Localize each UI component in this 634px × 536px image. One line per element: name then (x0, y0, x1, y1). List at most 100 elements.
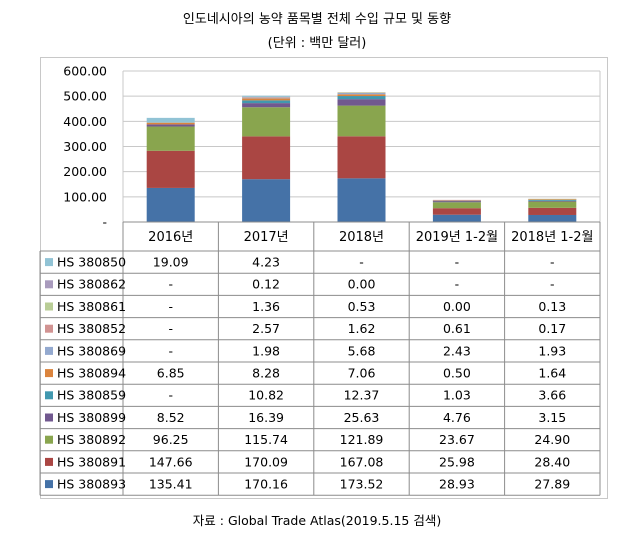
bar-segment (528, 201, 577, 208)
bar-segment (146, 126, 195, 151)
data-label: 1.93 (538, 343, 566, 358)
data-label: - (168, 277, 173, 292)
data-label: 8.52 (157, 410, 185, 425)
data-label: 147.66 (149, 454, 193, 469)
data-label: - (550, 277, 555, 292)
data-label: - (168, 299, 173, 314)
bar-segment (146, 150, 195, 188)
data-label: - (359, 255, 364, 270)
legend-swatch (45, 346, 53, 355)
bar-segment (242, 100, 291, 104)
bar-segment (242, 97, 291, 98)
data-label: 170.16 (244, 477, 288, 492)
bar-segment (146, 117, 195, 123)
bar-segment (337, 178, 386, 222)
category-label: 2017년 (244, 230, 289, 245)
legend-label: HS 380892 (57, 432, 126, 447)
bar-segment (242, 96, 291, 98)
data-label: 3.15 (538, 410, 566, 425)
chart-title: 인도네시아의 농약 품목별 전체 수입 규모 및 동향 (182, 12, 452, 27)
y-tick-label: 500.00 (63, 89, 107, 104)
data-label: 10.82 (248, 388, 284, 403)
category-label: 2018년 (339, 230, 384, 245)
data-label: 0.00 (443, 299, 471, 314)
data-label: 1.36 (252, 299, 280, 314)
data-label: 135.41 (149, 477, 193, 492)
data-label: - (550, 255, 555, 270)
bar-segment (528, 199, 577, 200)
bar-segment (242, 179, 291, 222)
bar-segment (528, 200, 577, 202)
data-label: 0.53 (348, 299, 376, 314)
data-label: 27.89 (534, 477, 570, 492)
data-label: 25.98 (439, 454, 475, 469)
y-tick-label: 600.00 (63, 64, 107, 79)
legend-swatch (45, 457, 53, 466)
data-label: 96.25 (153, 432, 189, 447)
legend-label: HS 380899 (57, 410, 126, 425)
bar-segment (337, 94, 386, 97)
data-label: 121.89 (340, 432, 384, 447)
data-label: 16.39 (248, 410, 284, 425)
legend-label: HS 380850 (57, 255, 126, 270)
data-label: 0.12 (252, 277, 280, 292)
y-tick-label: 100.00 (63, 189, 107, 204)
data-label: 4.23 (252, 255, 280, 270)
data-label: 25.63 (344, 410, 380, 425)
legend-label: HS 380852 (57, 321, 126, 336)
data-label: - (168, 343, 173, 358)
bar-segment (242, 107, 291, 137)
data-label: 1.62 (348, 321, 376, 336)
data-label: 115.74 (244, 432, 288, 447)
data-label: 0.50 (443, 366, 471, 381)
bar-segment (432, 200, 481, 202)
legend-label: HS 380859 (57, 388, 126, 403)
bar-segment (242, 136, 291, 180)
legend-swatch (45, 258, 53, 267)
data-label: 7.06 (348, 366, 376, 381)
bar-segment (432, 208, 481, 215)
bar-segment (337, 96, 386, 100)
bar-segment (528, 214, 577, 222)
bar-segment (432, 202, 481, 209)
legend-swatch (45, 413, 53, 422)
bar-segment (146, 187, 195, 222)
data-label: 0.13 (538, 299, 566, 314)
data-label: 0.61 (443, 321, 471, 336)
data-label: 4.76 (443, 410, 471, 425)
y-tick-label: 400.00 (63, 114, 107, 129)
bar-segment (337, 92, 386, 95)
data-label: 6.85 (157, 366, 185, 381)
bar-segment (432, 214, 481, 222)
bar-segment (337, 105, 386, 137)
data-label: - (168, 388, 173, 403)
y-tick-label: 200.00 (63, 164, 107, 179)
data-label: 23.67 (439, 432, 475, 447)
data-label: 28.40 (534, 454, 570, 469)
data-label: 12.37 (344, 388, 380, 403)
data-label: 8.28 (252, 366, 280, 381)
data-label: 2.43 (443, 343, 471, 358)
legend-swatch (45, 280, 53, 289)
bar-segment (242, 103, 291, 108)
legend-label: HS 380869 (57, 343, 126, 358)
data-label: 1.98 (252, 343, 280, 358)
legend-swatch (45, 324, 53, 333)
data-label: - (455, 255, 460, 270)
data-label: 173.52 (340, 477, 384, 492)
data-label: 2.57 (252, 321, 280, 336)
data-label: 1.64 (538, 366, 566, 381)
y-tick-label: 300.00 (63, 139, 107, 154)
data-label: - (455, 277, 460, 292)
bar-segment (146, 122, 195, 125)
data-label: 24.90 (534, 432, 570, 447)
bar-segment (432, 199, 481, 201)
legend-label: HS 380862 (57, 277, 126, 292)
bar-segment (528, 198, 577, 200)
legend-swatch (45, 435, 53, 444)
bar-segment (337, 99, 386, 106)
bar-segment (242, 97, 291, 99)
bar-segment (242, 98, 291, 101)
data-label: - (168, 321, 173, 336)
data-label: 28.93 (439, 477, 475, 492)
